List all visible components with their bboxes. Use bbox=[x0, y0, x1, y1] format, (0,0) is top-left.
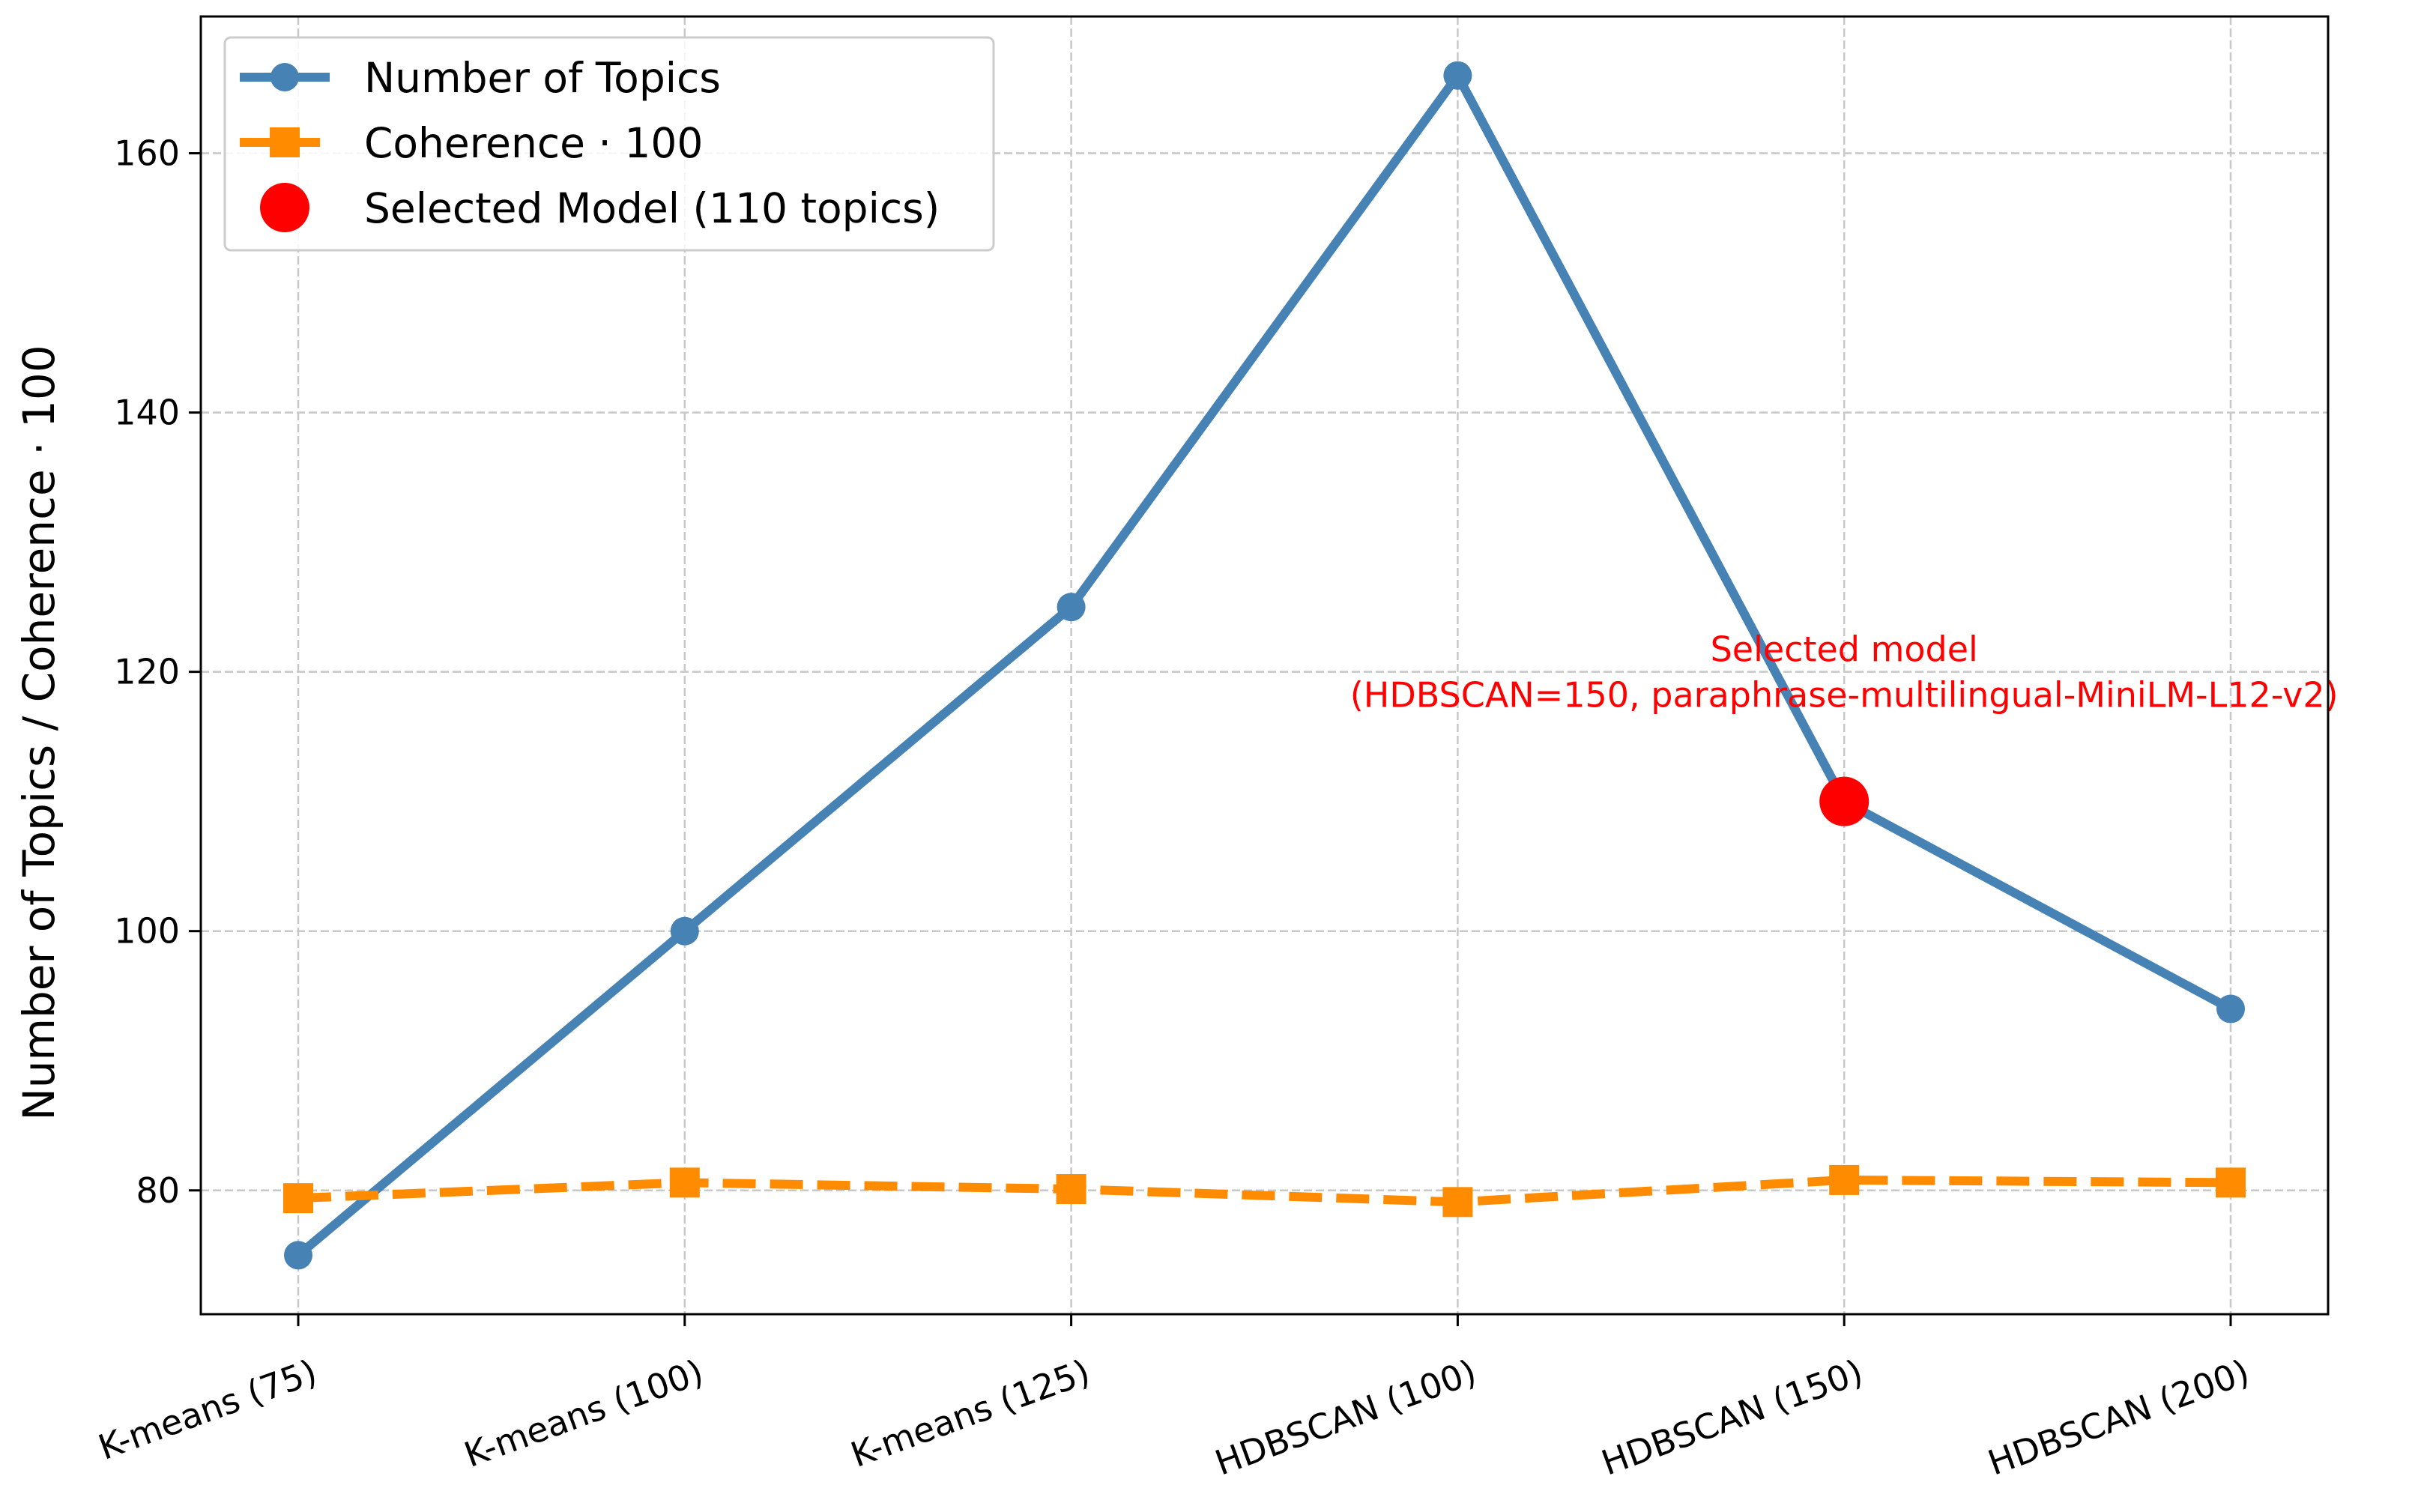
data-point bbox=[1829, 1164, 1860, 1195]
selected-model-marker bbox=[1819, 776, 1870, 826]
data-point bbox=[1443, 61, 1472, 90]
data-point bbox=[2216, 1167, 2246, 1198]
legend-label: Selected Model (110 topics) bbox=[364, 184, 940, 232]
data-point bbox=[284, 1241, 312, 1270]
y-tick-label: 140 bbox=[114, 393, 180, 433]
data-point bbox=[670, 916, 699, 946]
y-tick-label: 100 bbox=[114, 911, 180, 952]
data-point bbox=[2216, 994, 2245, 1023]
data-point bbox=[1442, 1187, 1473, 1218]
legend-entry-coherence: Coherence · 100 bbox=[240, 119, 703, 167]
legend-swatch-marker bbox=[270, 127, 300, 157]
data-point bbox=[669, 1167, 700, 1198]
legend-entry-number-of-topics: Number of Topics bbox=[240, 54, 721, 102]
annotation-layer: Selected model (HDBSCAN=150, paraphrase-m… bbox=[1350, 629, 2339, 716]
y-axis-title: Number of Topics / Coherence · 100 bbox=[13, 345, 64, 1120]
series-line bbox=[295, 70, 2233, 1259]
highlight-layer bbox=[1819, 776, 1870, 826]
annotation-detail: (HDBSCAN=150, paraphrase-multilingual-Mi… bbox=[1350, 675, 2339, 716]
legend-box bbox=[223, 36, 995, 252]
series-layer bbox=[283, 61, 2246, 1270]
data-point bbox=[283, 1183, 313, 1214]
legend-label: Coherence · 100 bbox=[364, 119, 703, 167]
annotation-title: Selected model bbox=[1711, 629, 1978, 670]
series-line bbox=[297, 1175, 2231, 1207]
series-number-of-topics bbox=[284, 61, 2245, 1270]
y-tick-label: 80 bbox=[136, 1170, 180, 1211]
y-tick-label: 120 bbox=[114, 652, 180, 692]
plot-frame bbox=[199, 15, 2330, 1316]
legend: Number of Topics Coherence · 100 Selected … bbox=[223, 36, 995, 252]
y-axis-ticks: 80 100 120 140 160 bbox=[114, 133, 201, 1211]
data-point bbox=[1057, 593, 1086, 622]
y-tick-label: 160 bbox=[114, 133, 180, 174]
legend-label: Number of Topics bbox=[364, 54, 721, 102]
legend-swatch-marker bbox=[260, 183, 309, 232]
data-point bbox=[1056, 1174, 1086, 1205]
legend-entry-selected-model: Selected Model (110 topics) bbox=[260, 183, 940, 232]
legend-swatch-marker bbox=[270, 63, 299, 91]
series-coherence bbox=[283, 1164, 2246, 1218]
